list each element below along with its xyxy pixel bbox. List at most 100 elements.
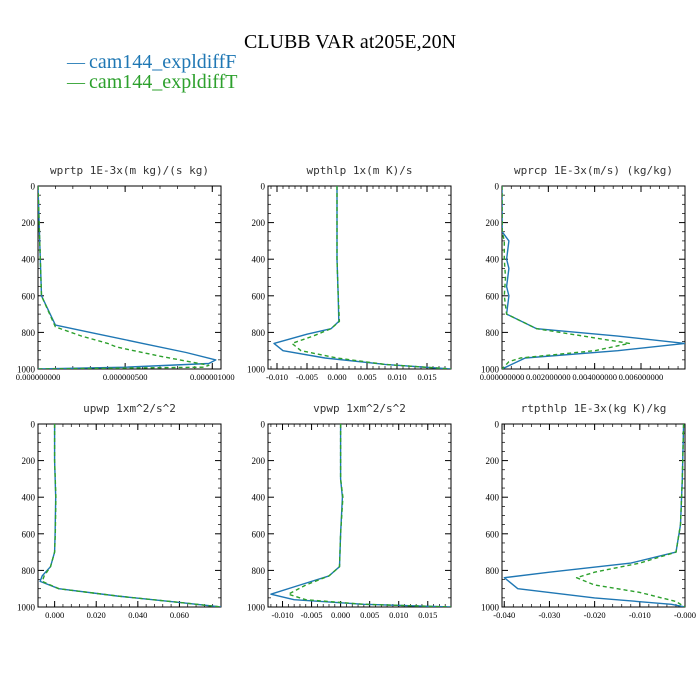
panel-title: rtpthlp 1E-3x(kg K)/kg [521,402,667,415]
x-tick-label: -0.010 [266,372,288,382]
y-tick-label: 600 [252,291,266,301]
y-tick-label: 0 [31,182,36,192]
y-tick-label: 200 [22,218,36,228]
panel-3: wprcp 1E-3x(m/s) (kg/kg) 0 200 400 600 800 100… [480,164,686,382]
series-line-expldiffF [38,186,217,369]
x-tick-label: -0.005 [296,372,318,382]
legend-entry-1: — cam144_expldiffF [66,51,236,73]
y-tick-label: 400 [252,255,266,265]
y-tick-label: 800 [22,566,36,576]
panel-title: upwp 1xm^2/s^2 [83,402,176,415]
x-tick-label: -0.010 [272,610,294,620]
x-tick-label: 0.000000000 [16,372,61,382]
plot-frame [267,423,452,608]
legend-label-1: cam144_expldiffF [89,51,236,73]
plot-frame [501,185,686,370]
y-tick-label: 800 [486,566,500,576]
y-tick-label: 600 [22,291,36,301]
series-line-expldiffT [575,424,685,607]
series-line-expldiffF [39,424,221,607]
x-tick-label: 0.006000000 [619,372,664,382]
plot-frame [501,423,686,608]
legend-marker-2: — [66,72,86,92]
y-tick-label: 400 [252,493,266,503]
y-tick-label: 800 [252,566,266,576]
series-line-expldiffT [38,186,210,369]
y-tick-label: 200 [252,456,266,466]
x-tick-label: 0.010 [389,610,408,620]
y-tick-label: 600 [22,529,36,539]
x-tick-label: 0.010 [387,372,406,382]
y-tick-label: 400 [486,493,500,503]
x-tick-label: 0.005 [360,610,379,620]
panel-title: wpthlp 1x(m K)/s [307,164,413,177]
y-tick-label: 600 [486,529,500,539]
x-tick-label: -0.040 [493,610,515,620]
x-tick-label: 0.000000000 [480,372,525,382]
y-tick-label: 800 [252,328,266,338]
y-tick-label: 1000 [17,603,36,613]
series-line-expldiffF [502,186,685,369]
x-tick-label: 0.020 [87,610,106,620]
y-tick-label: 1000 [17,365,36,375]
series-line-expldiffT [502,186,631,369]
y-tick-label: 200 [22,456,36,466]
x-tick-label: 0.005 [357,372,376,382]
series-line-expldiffF [273,186,451,369]
panel-title: wprtp 1E-3x(m kg)/(s kg) [50,164,209,177]
series-line-expldiffF [270,424,451,607]
x-tick-label: -0.010 [629,610,651,620]
y-tick-label: 1000 [247,365,266,375]
x-tick-label: -0.005 [301,610,323,620]
y-tick-label: 0 [261,420,266,430]
panel-title: vpwp 1xm^2/s^2 [313,402,406,415]
x-tick-label: 0.015 [417,372,436,382]
y-tick-label: 200 [486,456,500,466]
figure-title: CLUBB VAR at205E,20N [244,31,456,53]
x-tick-label: -0.030 [538,610,560,620]
y-tick-label: 1000 [481,365,500,375]
panel-title: wprcp 1E-3x(m/s) (kg/kg) [514,164,673,177]
x-tick-label: 0.004000000 [572,372,617,382]
y-tick-label: 800 [22,328,36,338]
legend-marker-1: — [66,52,86,72]
y-tick-label: 200 [252,218,266,228]
x-tick-label: 0.000 [327,372,346,382]
x-tick-label: 0.060 [170,610,189,620]
legend-label-2: cam144_expldiffT [89,71,237,93]
x-tick-label: 0.000 [45,610,64,620]
x-tick-label: 0.040 [128,610,147,620]
panels: wprtp 1E-3x(m kg)/(s kg) 0 200 400 600 800 100… [16,164,696,620]
y-tick-label: 200 [486,218,500,228]
y-tick-label: 600 [486,291,500,301]
y-tick-label: 800 [486,328,500,338]
y-tick-label: 600 [252,529,266,539]
x-tick-label: 0.002000000 [526,372,571,382]
panel-4: upwp 1xm^2/s^2 0 200 400 600 800 1000 0.000 0.02… [17,402,222,620]
x-tick-label: 0.000 [331,610,350,620]
panel-1: wprtp 1E-3x(m kg)/(s kg) 0 200 400 600 800 100… [16,164,235,382]
panel-6: rtpthlp 1E-3x(kg K)/kg02004006008001000-… [481,402,696,620]
y-tick-label: 1000 [481,603,500,613]
x-tick-label: -0.020 [584,610,606,620]
y-tick-label: 0 [495,182,500,192]
x-tick-label: 0.000001000 [190,372,235,382]
y-tick-label: 1000 [247,603,266,613]
series-line-expldiffT [291,186,451,369]
legend: — cam144_expldiffF — cam144_expldiffT [66,51,237,93]
panel-2: wpthlp 1x(m K)/s 0 200 400 600 800 1000-0.010-… [247,164,452,382]
x-tick-label: 0.015 [418,610,437,620]
plot-frame [37,185,222,370]
y-tick-label: 0 [261,182,266,192]
x-tick-label: 0.000000500 [103,372,148,382]
y-tick-label: 0 [495,420,500,430]
y-tick-label: 400 [22,255,36,265]
y-tick-label: 400 [486,255,500,265]
series-line-expldiffF [503,424,685,607]
x-tick-label: -0.000 [674,610,696,620]
legend-entry-2: — cam144_expldiffT [66,71,237,93]
series-line-expldiffT [287,424,451,607]
panel-5: vpwp 1xm^2/s^2 0 200 400 600 800 1000 -0.010 -0.… [247,402,452,620]
y-tick-label: 0 [31,420,36,430]
